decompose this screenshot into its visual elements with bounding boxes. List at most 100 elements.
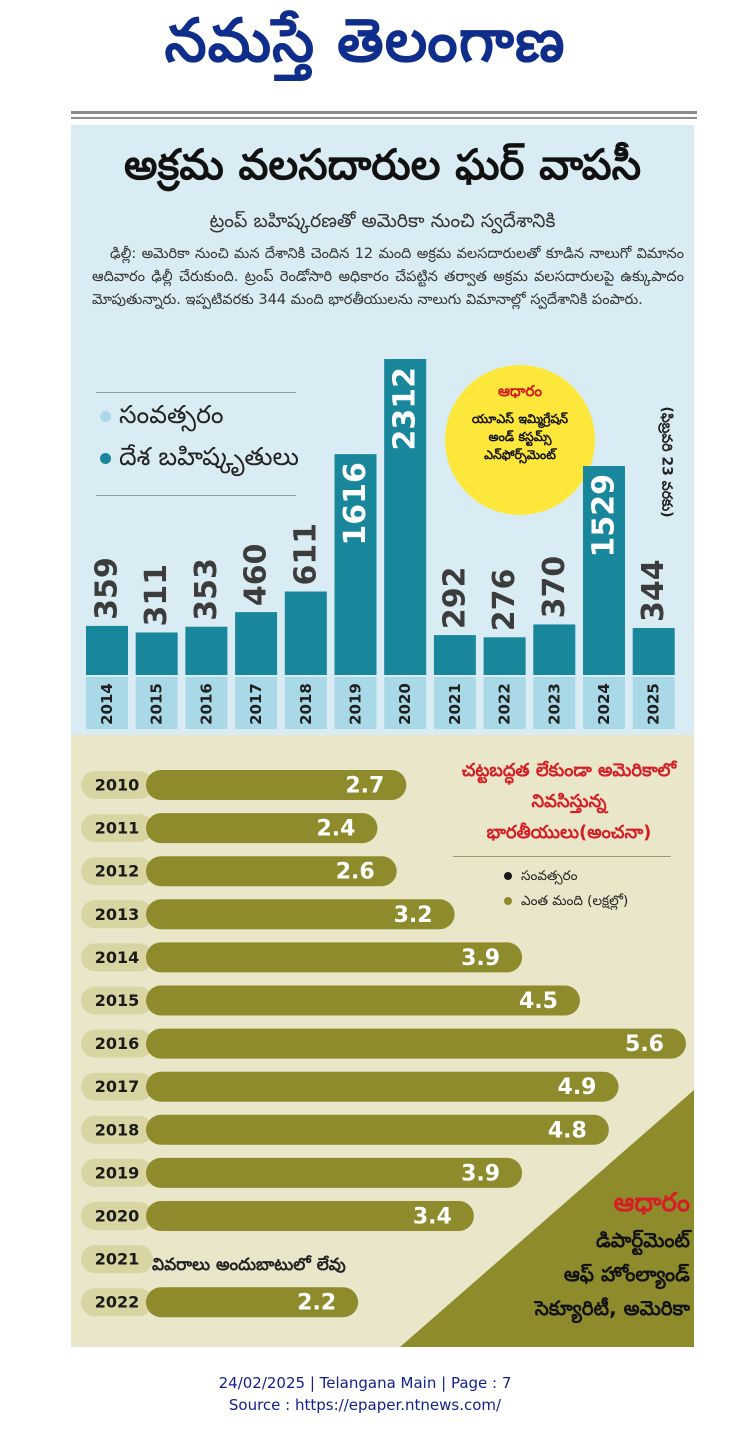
year-label-bg bbox=[235, 677, 278, 729]
year-label-bg bbox=[81, 1072, 153, 1101]
tick-label: 2023 bbox=[545, 683, 563, 725]
year-label-bg bbox=[81, 1115, 153, 1144]
tick-label: 2011 bbox=[95, 819, 140, 838]
data-label: 359 bbox=[90, 557, 125, 620]
legend-item-deported: దేశ బహిష్కృతులు bbox=[100, 442, 299, 478]
data-label: 4.8 bbox=[548, 1118, 587, 1143]
tick-label: 2021 bbox=[446, 683, 464, 725]
legend-divider bbox=[96, 495, 296, 496]
data-label: 4.9 bbox=[558, 1075, 597, 1100]
legend-label-count: ఎంత మంది (లక్షల్లో) bbox=[521, 893, 629, 909]
year-label-bg bbox=[185, 677, 228, 729]
year-label-bg bbox=[284, 677, 327, 729]
data-label: 370 bbox=[537, 556, 572, 619]
deportations-bar-chart: 2014 359 2015 311 2016 353 2017 460 2018 611 2019 1… bbox=[86, 359, 675, 729]
bar bbox=[135, 632, 178, 675]
bar bbox=[632, 627, 675, 675]
legend-label-deported: దేశ బహిష్కృతులు bbox=[119, 442, 299, 471]
masthead-logo: నమస్తే తెలంగాణ bbox=[164, 6, 566, 76]
data-label: 3.4 bbox=[413, 1205, 452, 1230]
year-label-bg bbox=[81, 857, 153, 886]
legend-divider bbox=[96, 392, 296, 393]
bar bbox=[146, 1028, 686, 1059]
bar bbox=[334, 454, 377, 675]
year-label-bg bbox=[135, 677, 178, 729]
bar bbox=[146, 856, 397, 887]
bar bbox=[384, 359, 427, 675]
legend-label-year: సంవత్సరం bbox=[521, 868, 578, 884]
source-line: డిపార్ట్‌మెంట్ bbox=[595, 1228, 690, 1252]
masthead: నమస్తే తెలంగాణ bbox=[0, 0, 730, 100]
source-block: ఆధారం డిపార్ట్‌మెంట్ ఆఫ్ హోంల్యాండ్ సెక్… bbox=[470, 1183, 690, 1325]
divider bbox=[71, 117, 697, 119]
data-label: 3.9 bbox=[461, 946, 500, 971]
tick-label: 2020 bbox=[396, 683, 414, 725]
tick-label: 2014 bbox=[95, 948, 140, 967]
tick-label: 2016 bbox=[95, 1034, 140, 1053]
year-label-bg bbox=[81, 1158, 153, 1187]
undocumented-bar-chart: 2010 2.7 2011 2.4 2012 2.6 2013 3.2 2014 3.9 2015 4… bbox=[81, 770, 686, 1318]
data-label: 276 bbox=[487, 569, 522, 632]
source-line: ఆఫ్ హోంల్యాండ్ bbox=[563, 1262, 690, 1286]
tick-label: 2019 bbox=[347, 683, 365, 725]
source-badge-title: ఆధారం bbox=[497, 382, 543, 400]
bar bbox=[583, 466, 625, 675]
year-label-bg bbox=[81, 814, 153, 843]
year-label-bg bbox=[81, 943, 153, 972]
data-label: 2.6 bbox=[336, 860, 375, 885]
data-label: 311 bbox=[139, 564, 174, 627]
tick-label: 2017 bbox=[247, 683, 265, 725]
data-label: 3.9 bbox=[461, 1161, 500, 1186]
year-label-bg bbox=[632, 677, 675, 729]
tick-label: 2018 bbox=[297, 683, 315, 725]
bar bbox=[146, 1157, 523, 1188]
legend-dot bbox=[504, 897, 512, 905]
tick-label: 2024 bbox=[595, 683, 613, 725]
year-label-bg bbox=[334, 677, 377, 729]
tick-label: 2010 bbox=[95, 776, 140, 795]
data-label: 611 bbox=[288, 523, 323, 586]
tick-label: 2022 bbox=[496, 683, 514, 725]
tick-label: 2018 bbox=[95, 1120, 140, 1139]
year-label-bg bbox=[384, 677, 427, 729]
chart2-title: చట్టబద్ధత లేకుండా అమెరికాలో నివసిస్తున్న… bbox=[461, 760, 677, 843]
bar bbox=[146, 899, 455, 930]
divider bbox=[71, 111, 697, 114]
tick-label: 2022 bbox=[95, 1293, 140, 1312]
year-label-bg bbox=[583, 677, 625, 729]
data-label: 2.7 bbox=[345, 774, 384, 799]
tick-label: 2017 bbox=[95, 1077, 140, 1096]
legend-dot bbox=[100, 452, 111, 464]
year-label-bg bbox=[483, 677, 526, 729]
legend-dot bbox=[504, 872, 512, 880]
legend-divider bbox=[453, 856, 671, 857]
subhead: ట్రంప్ బహిష్కరణతో అమెరికా నుంచి స్వదేశాన… bbox=[209, 210, 556, 232]
data-label: 3.2 bbox=[394, 903, 433, 928]
year-label-bg bbox=[81, 900, 153, 929]
data-label: 2312 bbox=[388, 367, 423, 451]
bar bbox=[146, 1114, 609, 1145]
year-label-bg bbox=[86, 677, 128, 729]
source-title: ఆధారం bbox=[613, 1188, 690, 1218]
tick-label: 2015 bbox=[95, 991, 140, 1010]
data-label: 4.5 bbox=[519, 989, 558, 1014]
bar bbox=[533, 624, 576, 675]
year-label-bg bbox=[81, 986, 153, 1015]
tick-label: 2020 bbox=[95, 1207, 140, 1226]
data-label: 292 bbox=[437, 566, 472, 629]
bar bbox=[146, 770, 407, 800]
year-label-bg bbox=[433, 677, 476, 729]
tick-label: 2014 bbox=[98, 683, 116, 725]
year-label-bg bbox=[81, 1288, 153, 1317]
tick-label: 2019 bbox=[95, 1163, 140, 1182]
data-label: 353 bbox=[189, 558, 224, 621]
year-label-bg bbox=[81, 771, 153, 799]
bar bbox=[146, 1071, 619, 1102]
source-badge-body: యూఎస్ ఇమ్మిగ్రేషన్ అండ్ కస్టమ్స్ ఎన్‌ఫోర… bbox=[471, 411, 569, 462]
bar bbox=[433, 635, 476, 675]
no-data-note: వివరాలు అందుబాటులో లేవు bbox=[152, 1255, 346, 1275]
data-label: 1529 bbox=[587, 474, 622, 558]
legend-item-count: ఎంత మంది (లక్షల్లో) bbox=[449, 889, 689, 914]
tick-label: 2012 bbox=[95, 862, 140, 881]
bar bbox=[483, 637, 526, 675]
